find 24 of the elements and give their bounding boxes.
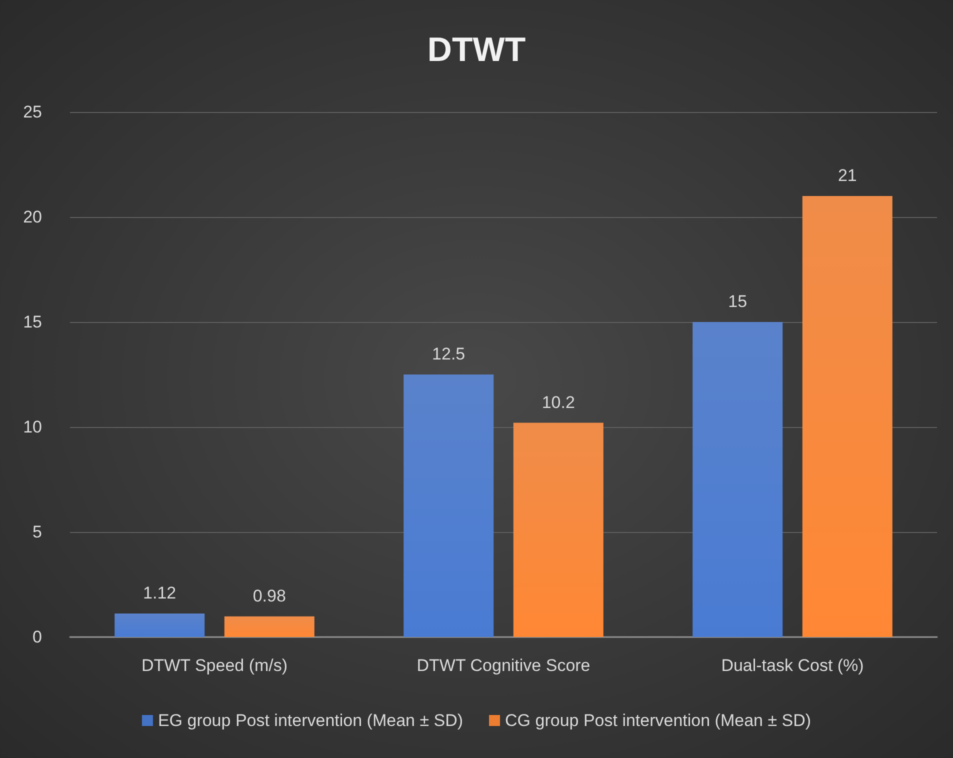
legend-label: CG group Post intervention (Mean ± SD) [505,711,812,730]
bar [114,613,205,637]
y-tick-label: 0 [32,628,42,646]
y-tick-label: 25 [23,102,42,122]
data-label: 15 [728,292,748,311]
data-label: 12.5 [432,344,466,364]
data-label: 0.98 [252,586,286,606]
data-label: 10.2 [542,392,575,412]
legend-label: EG group Post intervention (Mean ± SD) [158,711,464,730]
bar [513,422,604,637]
y-tick-label: 10 [23,418,42,436]
y-tick-label: 15 [23,312,42,332]
data-label: 21 [838,166,857,185]
x-tick-label: Dual-task Cost (%) [721,656,864,675]
chart-title: DTWT [427,31,526,69]
data-label: 1.12 [143,583,176,602]
x-tick-label: DTWT Cognitive Score [416,656,590,675]
y-tick-label: 5 [32,522,42,542]
bar [692,322,783,637]
x-tick-label: DTWT Speed (m/s) [141,656,288,675]
bar [224,616,314,637]
y-tick-label: 20 [23,208,42,226]
bar [404,374,494,637]
bar [802,196,892,637]
